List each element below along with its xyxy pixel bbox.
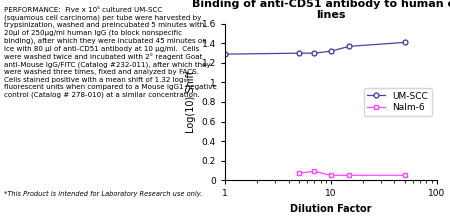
X-axis label: Dilution Factor: Dilution Factor bbox=[290, 204, 372, 214]
Text: PERFORMANCE:  Five x 10⁵ cultured UM-SCC
(squamous cell carcinoma) per tube were: PERFORMANCE: Five x 10⁵ cultured UM-SCC … bbox=[4, 7, 217, 99]
Text: *This Product is intended for Laboratory Research use only.: *This Product is intended for Laboratory… bbox=[4, 191, 202, 197]
Y-axis label: Log(10) Shift: Log(10) Shift bbox=[186, 71, 196, 133]
Legend: UM-SCC, Nalm-6: UM-SCC, Nalm-6 bbox=[364, 88, 432, 116]
Title: Binding of anti-CD51 antibody to human cell
lines: Binding of anti-CD51 antibody to human c… bbox=[192, 0, 450, 20]
